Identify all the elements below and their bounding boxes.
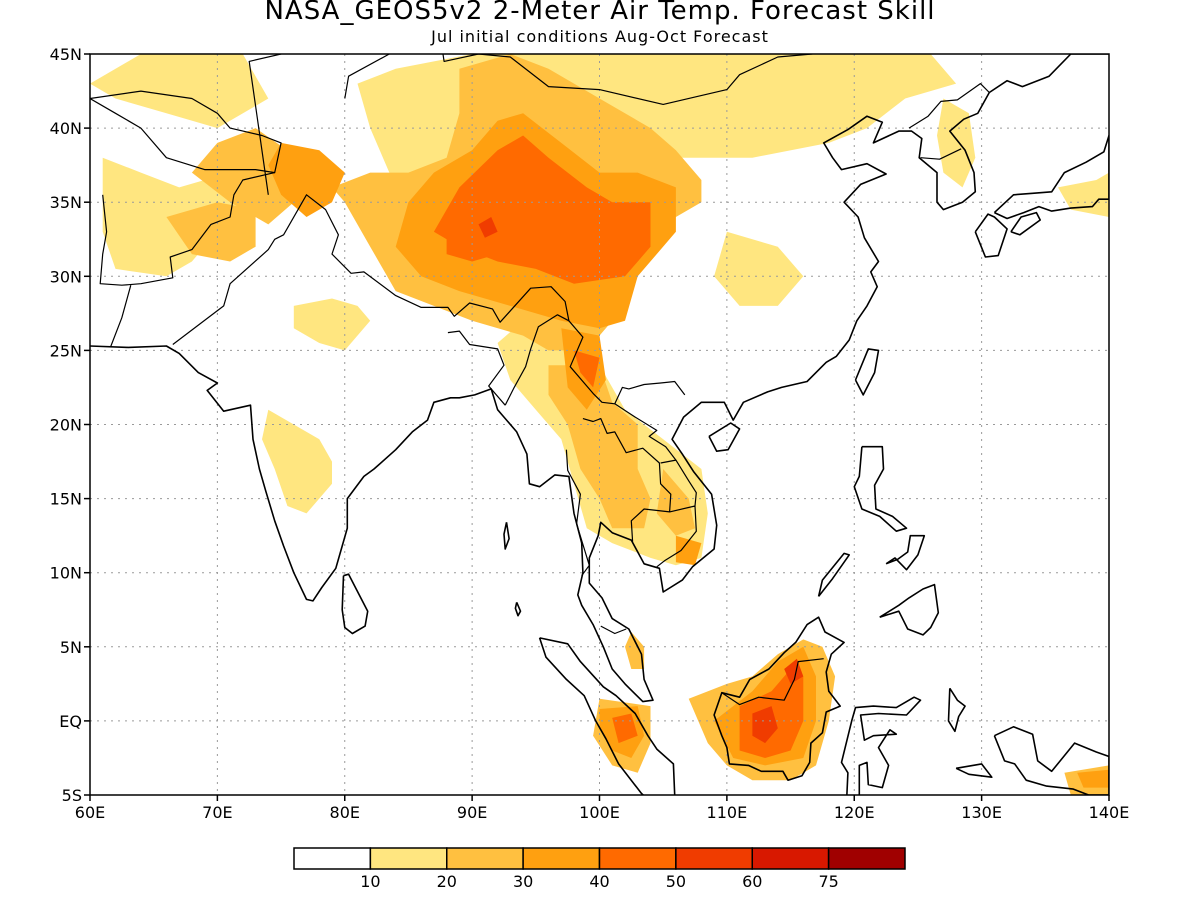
colorbar-bin-0 (293, 847, 372, 870)
skill-region-20 (675, 535, 702, 566)
skill-region-10 (166, 202, 256, 262)
map-title: NASA_GEOS5v2 2-Meter Air Temp. Forecast … (264, 0, 936, 26)
colorbar-label: 20 (437, 872, 457, 891)
border-12 (248, 54, 282, 195)
coastline-india-arabia (90, 54, 1109, 703)
colorbar-label: 10 (360, 872, 380, 891)
lon-tick-label: 60E (75, 803, 105, 822)
border-10 (614, 403, 677, 461)
skill-region-29 (478, 217, 498, 238)
skill-region-28 (612, 713, 638, 744)
coastline-taiwan (854, 348, 880, 396)
skill-region-2 (293, 298, 371, 351)
border-18 (1108, 756, 1109, 758)
colorbar-bin-7 (827, 847, 906, 870)
lat-tick-label: 20N (50, 416, 82, 435)
colorbar-legend: 10 20 30 40 50 60 75 (293, 847, 906, 891)
border-2 (109, 285, 132, 348)
lon-tick-label: 140E (1089, 803, 1130, 822)
coastline-nicobar (514, 601, 522, 617)
lon-tick-label: 90E (457, 803, 487, 822)
colorbar-bin-3 (522, 847, 601, 870)
coastline-seram (955, 763, 993, 779)
coastline-andaman (503, 522, 510, 550)
coastline-hainan (708, 422, 741, 453)
lat-tick-label: 5N (60, 638, 82, 657)
coastline-sumatra (538, 637, 676, 795)
colorbar-label: 50 (666, 872, 686, 891)
border-11 (600, 625, 627, 635)
lat-tick-label: 5S (62, 786, 82, 805)
border-1 (99, 172, 275, 286)
skill-region-13 (625, 632, 645, 669)
border-13 (344, 54, 390, 99)
gridlines (90, 54, 1109, 795)
coastline-japan-honshu (993, 134, 1109, 220)
lat-tick-label: 30N (50, 267, 82, 286)
border-5 (504, 314, 570, 406)
skill-region-26 (574, 350, 600, 388)
skill-region-30 (752, 706, 778, 744)
coastline-visayas (885, 534, 926, 571)
skill-region-0 (90, 54, 269, 129)
coastline-new-guinea (993, 725, 1109, 795)
colorbar-bin-4 (598, 847, 677, 870)
lon-tick-label: 100E (579, 803, 620, 822)
lat-tick-label: EQ (59, 712, 82, 731)
colorbar-bin-1 (369, 847, 448, 870)
colorbar-bin-5 (675, 847, 753, 870)
lon-tick-label: 120E (834, 803, 875, 822)
colorbar-label: 30 (513, 872, 533, 891)
border-15 (908, 82, 990, 129)
lat-tick-label: 40N (50, 119, 82, 138)
lon-tick-label: 70E (202, 803, 232, 822)
map-subtitle: Jul initial conditions Aug-Oct Forecast (431, 27, 769, 46)
coastline-sulawesi (840, 696, 922, 795)
coastline-halmahera (947, 687, 966, 733)
coastline-japan-kyushu-honshu (974, 213, 1008, 258)
coastline-borneo (713, 616, 845, 782)
lat-tick-label: 25N (50, 341, 82, 360)
lat-tick-label: 10N (50, 564, 82, 583)
lat-tick-label: 35N (50, 193, 82, 212)
skill-region-5 (714, 231, 804, 306)
skill-shading (90, 54, 1109, 795)
border-3 (172, 194, 686, 405)
coastline-luzon (853, 445, 908, 533)
coastline-sri-lanka (341, 573, 369, 635)
coastline-palawan (817, 552, 851, 597)
lon-tick-label: 80E (330, 803, 360, 822)
colorbar-label: 75 (818, 872, 838, 891)
skill-region-8 (1058, 172, 1109, 217)
border-6 (582, 418, 672, 542)
colorbar-label: 60 (742, 872, 762, 891)
lon-tick-label: 130E (961, 803, 1002, 822)
lon-tick-label: 110E (707, 803, 748, 822)
coastline-mindanao (879, 583, 940, 636)
border-7 (565, 449, 590, 577)
border-16 (920, 148, 962, 160)
skill-region-7 (937, 98, 976, 188)
coastline-japan-shikoku (1010, 211, 1041, 236)
skill-region-12 (656, 469, 695, 536)
colorbar-bin-6 (751, 847, 830, 870)
skill-region-31 (784, 658, 804, 684)
coastlines (90, 54, 1109, 795)
border-14 (442, 54, 814, 106)
lat-tick-label: 45N (50, 45, 82, 64)
border-4 (447, 330, 506, 406)
border-17 (721, 658, 824, 706)
colorbar-label: 40 (589, 872, 609, 891)
lat-tick-label: 15N (50, 490, 82, 509)
skill-region-18 (268, 142, 345, 217)
skill-region-23 (1077, 769, 1109, 788)
border-8 (656, 505, 697, 568)
colorbar-bin-2 (446, 847, 524, 870)
border-9 (660, 459, 697, 507)
skill-region-3 (262, 409, 332, 514)
country-borders (90, 54, 1109, 758)
